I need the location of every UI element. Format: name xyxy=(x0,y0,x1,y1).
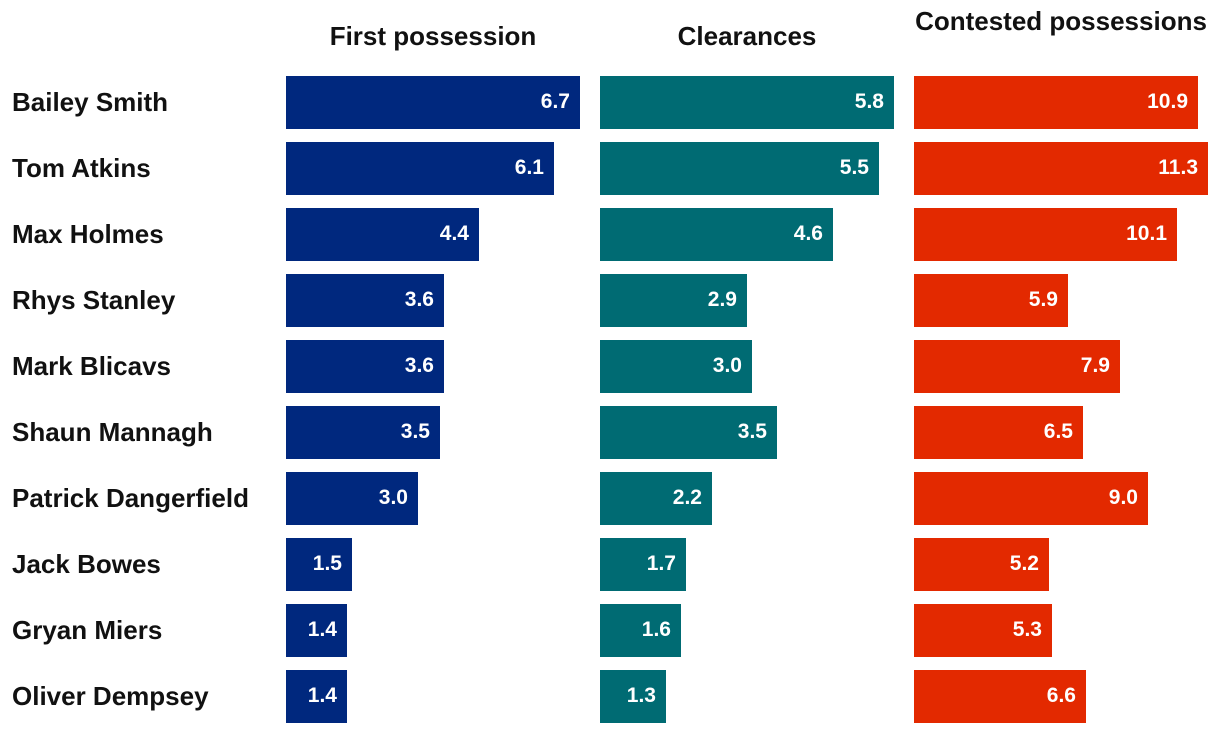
bar: 6.5 xyxy=(914,406,1083,459)
player-label: Patrick Dangerfield xyxy=(12,483,249,513)
bar-value-label: 3.6 xyxy=(404,288,434,311)
bar: 4.6 xyxy=(600,208,833,261)
bar: 3.6 xyxy=(286,340,444,393)
bar-value-label: 1.4 xyxy=(307,684,337,707)
bar-value-label: 1.4 xyxy=(307,618,337,641)
bar: 10.1 xyxy=(914,208,1177,261)
bar: 10.9 xyxy=(914,76,1198,129)
bar-value-label: 5.9 xyxy=(1028,288,1058,311)
bar: 5.3 xyxy=(914,604,1052,657)
bar: 1.3 xyxy=(600,670,666,723)
bar: 9.0 xyxy=(914,472,1148,525)
bar: 3.0 xyxy=(286,472,418,525)
player-label: Mark Blicavs xyxy=(12,351,171,381)
player-label: Oliver Dempsey xyxy=(12,681,209,711)
player-label: Jack Bowes xyxy=(12,549,161,579)
player-label: Gryan Miers xyxy=(12,615,163,645)
bar-value-label: 7.9 xyxy=(1080,354,1110,377)
bar: 3.0 xyxy=(600,340,752,393)
bar-value-label: 10.1 xyxy=(1126,222,1167,245)
bar: 2.9 xyxy=(600,274,747,327)
bar: 5.2 xyxy=(914,538,1049,591)
bar-value-label: 1.5 xyxy=(312,552,342,575)
bar: 11.3 xyxy=(914,142,1208,195)
bar-value-label: 5.8 xyxy=(854,90,884,113)
bar: 2.2 xyxy=(600,472,712,525)
bar: 3.5 xyxy=(286,406,440,459)
bar: 1.5 xyxy=(286,538,352,591)
bar-value-label: 5.2 xyxy=(1009,552,1039,575)
bar-value-label: 1.7 xyxy=(646,552,676,575)
bar-value-label: 10.9 xyxy=(1147,90,1188,113)
player-label: Tom Atkins xyxy=(12,153,151,183)
bar-value-label: 6.1 xyxy=(514,156,544,179)
panel-title: Contested possessions xyxy=(915,6,1207,36)
bar: 1.4 xyxy=(286,604,347,657)
bar-value-label: 1.3 xyxy=(626,684,656,707)
bar: 6.1 xyxy=(286,142,554,195)
bar: 1.7 xyxy=(600,538,686,591)
bar: 3.5 xyxy=(600,406,777,459)
bar: 7.9 xyxy=(914,340,1120,393)
player-label: Max Holmes xyxy=(12,219,164,249)
bar-value-label: 4.6 xyxy=(793,222,823,245)
bar-value-label: 3.5 xyxy=(737,420,767,443)
bar-value-label: 3.6 xyxy=(404,354,434,377)
bar: 5.8 xyxy=(600,76,894,129)
bar-value-label: 11.3 xyxy=(1158,156,1198,179)
bar: 6.6 xyxy=(914,670,1086,723)
bar-value-label: 1.6 xyxy=(641,618,671,641)
bar-value-label: 6.5 xyxy=(1043,420,1073,443)
bar-value-label: 3.5 xyxy=(400,420,430,443)
bar: 5.9 xyxy=(914,274,1068,327)
bar-value-label: 2.2 xyxy=(672,486,702,509)
bar: 3.6 xyxy=(286,274,444,327)
panel-title: First possession xyxy=(329,21,537,51)
bar-value-label: 3.0 xyxy=(712,354,742,377)
panel-title: Clearances xyxy=(677,21,817,51)
player-label: Shaun Mannagh xyxy=(12,417,213,447)
bar-value-label: 9.0 xyxy=(1108,486,1138,509)
bar-value-label: 5.3 xyxy=(1012,618,1042,641)
player-label: Rhys Stanley xyxy=(12,285,176,315)
bar-value-label: 3.0 xyxy=(378,486,408,509)
bar: 4.4 xyxy=(286,208,479,261)
bar-value-label: 4.4 xyxy=(439,222,469,245)
player-label: Bailey Smith xyxy=(12,87,169,117)
bar-value-label: 2.9 xyxy=(707,288,737,311)
bar: 1.4 xyxy=(286,670,347,723)
bar: 6.7 xyxy=(286,76,580,129)
bar-value-label: 5.5 xyxy=(839,156,869,179)
bar: 5.5 xyxy=(600,142,879,195)
bar: 1.6 xyxy=(600,604,681,657)
bar-value-label: 6.6 xyxy=(1046,684,1076,707)
bar-value-label: 6.7 xyxy=(540,90,570,113)
